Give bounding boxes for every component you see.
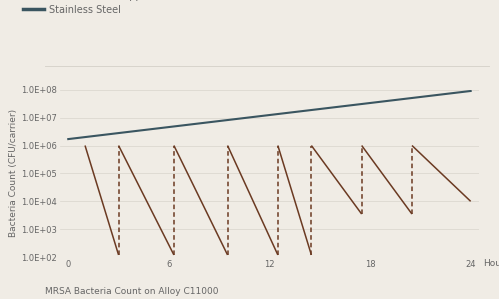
- Y-axis label: Bacteria Count (CFU/carrier): Bacteria Count (CFU/carrier): [9, 109, 18, 237]
- Legend: Antimicrobial Copper, Stainless Steel: Antimicrobial Copper, Stainless Steel: [23, 0, 152, 15]
- Text: MRSA Bacteria Count on Alloy C11000: MRSA Bacteria Count on Alloy C11000: [45, 287, 219, 296]
- Text: Hours: Hours: [483, 259, 499, 268]
